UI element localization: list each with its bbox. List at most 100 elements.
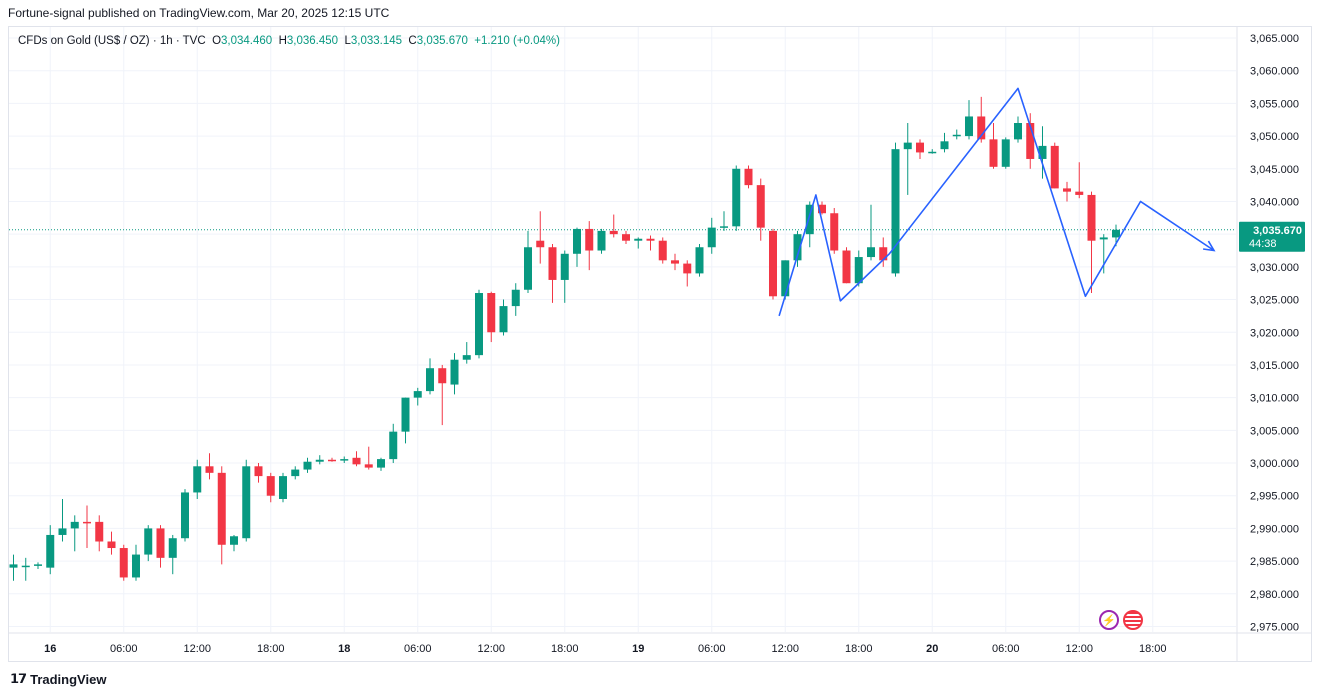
candle-body bbox=[364, 464, 373, 468]
tradingview-logo[interactable]: 𝟭𝟳 TradingView bbox=[10, 671, 106, 687]
candle-body bbox=[622, 234, 630, 241]
symbol-name[interactable]: CFDs on Gold (US$ / OZ) · 1h · TVC bbox=[18, 35, 206, 47]
candle-body bbox=[707, 227, 716, 248]
candle-body bbox=[989, 139, 998, 167]
candle-body bbox=[695, 247, 704, 274]
candle-body bbox=[842, 250, 851, 284]
x-tick-label: 12:00 bbox=[183, 643, 211, 655]
candle-body bbox=[1001, 139, 1010, 167]
candle-body bbox=[377, 459, 385, 468]
candle-body bbox=[303, 461, 312, 470]
candle-body bbox=[573, 228, 581, 254]
candle-body bbox=[781, 260, 790, 297]
x-tick-label: 18:00 bbox=[257, 643, 285, 655]
candle-body bbox=[805, 204, 814, 235]
y-tick-label: 2,995.000 bbox=[1250, 491, 1299, 503]
price-label-box bbox=[1239, 221, 1305, 252]
candle-body bbox=[475, 293, 483, 356]
candle-body bbox=[1063, 188, 1071, 192]
candle-body bbox=[181, 492, 189, 539]
candle-body bbox=[1038, 145, 1047, 159]
candle-body bbox=[401, 397, 410, 432]
candle-body bbox=[217, 472, 226, 545]
candle-body bbox=[132, 554, 140, 578]
candle-body bbox=[683, 263, 692, 274]
candle-body bbox=[854, 257, 863, 284]
candle-body bbox=[156, 528, 165, 558]
candle-body bbox=[168, 538, 177, 558]
high-label: H bbox=[278, 35, 287, 47]
candle-body bbox=[9, 564, 18, 568]
x-tick-label: 18:00 bbox=[551, 643, 579, 655]
candle-body bbox=[536, 240, 545, 248]
candle-body bbox=[1087, 194, 1096, 241]
candle-body bbox=[328, 459, 336, 462]
candle-body bbox=[671, 260, 679, 264]
candle-body bbox=[193, 466, 202, 493]
x-tick-label: 06:00 bbox=[992, 643, 1020, 655]
y-tick-label: 2,985.000 bbox=[1250, 556, 1299, 568]
candle-body bbox=[903, 142, 912, 150]
candle-body bbox=[450, 359, 459, 385]
y-tick-label: 3,020.000 bbox=[1250, 327, 1299, 339]
high-value: 3,036.450 bbox=[286, 35, 339, 47]
candle-body bbox=[230, 536, 238, 545]
y-tick-label: 3,000.000 bbox=[1250, 458, 1299, 470]
candle-body bbox=[107, 541, 116, 549]
candle-body bbox=[144, 528, 153, 555]
candle-body bbox=[254, 466, 263, 477]
candle-body bbox=[1099, 237, 1108, 240]
candle-body bbox=[58, 528, 67, 535]
candle-body bbox=[977, 116, 986, 140]
candle-body bbox=[266, 476, 275, 496]
tradingview-brand: TradingView bbox=[30, 671, 107, 687]
candle-body bbox=[634, 238, 643, 241]
y-tick-label: 2,980.000 bbox=[1250, 589, 1299, 601]
candle-body bbox=[242, 466, 251, 539]
candle-body bbox=[658, 240, 667, 261]
low-label: L bbox=[344, 35, 351, 47]
close-label: C bbox=[408, 35, 417, 47]
candle-body bbox=[609, 230, 618, 235]
candle-body bbox=[46, 534, 55, 568]
candle-body bbox=[1075, 191, 1084, 195]
candle-body bbox=[413, 391, 422, 398]
close-value: 3,035.670 bbox=[416, 35, 468, 47]
x-tick-label: 20 bbox=[926, 643, 938, 655]
x-tick-label: 12:00 bbox=[477, 643, 505, 655]
candle-body bbox=[940, 141, 949, 150]
candle-body bbox=[291, 469, 300, 477]
current-price-value: 3,035.670 bbox=[1253, 225, 1302, 237]
lightning-icon[interactable]: ⚡ bbox=[1099, 610, 1119, 630]
candle-body bbox=[524, 247, 532, 290]
tradingview-logo-icon: 𝟭𝟳 bbox=[10, 671, 27, 686]
candle-body bbox=[499, 306, 508, 333]
candle-body bbox=[597, 230, 606, 251]
us-flag-icon[interactable] bbox=[1123, 610, 1143, 630]
y-tick-label: 3,050.000 bbox=[1250, 131, 1299, 143]
y-tick-label: 3,030.000 bbox=[1250, 262, 1299, 274]
y-tick-label: 3,010.000 bbox=[1250, 393, 1299, 405]
candle-body bbox=[879, 247, 888, 261]
candle-body bbox=[1014, 123, 1022, 140]
candle-body bbox=[1112, 229, 1120, 238]
event-icons: ⚡ bbox=[1099, 610, 1143, 630]
chart-frame bbox=[8, 26, 1312, 662]
candle-body bbox=[511, 289, 520, 307]
candle-body bbox=[744, 168, 753, 186]
candle-body bbox=[646, 238, 655, 241]
candle-body bbox=[720, 226, 728, 228]
y-tick-label: 3,040.000 bbox=[1250, 196, 1299, 208]
x-tick-label: 06:00 bbox=[110, 643, 138, 655]
candle-body bbox=[95, 521, 104, 542]
arrow-head bbox=[1202, 240, 1216, 252]
x-tick-label: 06:00 bbox=[404, 643, 432, 655]
candle-body bbox=[205, 466, 214, 473]
candle-body bbox=[462, 355, 471, 360]
open-label: O bbox=[212, 35, 222, 47]
candle-body bbox=[830, 213, 839, 251]
candle-body bbox=[965, 116, 973, 137]
x-tick-label: 06:00 bbox=[698, 643, 726, 655]
candle-body bbox=[83, 521, 91, 524]
